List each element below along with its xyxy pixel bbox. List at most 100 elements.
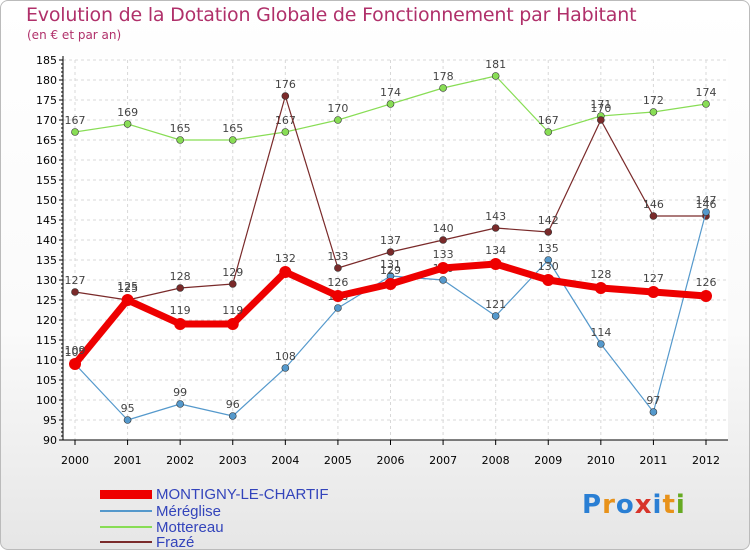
data-label-mottereau: 171 — [590, 98, 611, 111]
data-point-mottereau — [123, 120, 132, 128]
chart-subtitle: (en € et par an) — [27, 28, 122, 42]
y-tick-label: 95 — [43, 414, 57, 427]
data-point-mottereau — [702, 100, 710, 108]
data-point-montigny-le-chartif — [437, 262, 450, 274]
data-label-m-r-glise: 147 — [696, 194, 717, 207]
data-point-m-r-glise — [228, 412, 237, 420]
data-label-m-r-glise: 131 — [380, 258, 401, 271]
data-label-mottereau: 178 — [433, 70, 454, 83]
y-tick-label: 145 — [36, 214, 57, 227]
data-point-montigny-le-chartif — [121, 294, 134, 306]
y-tick-label: 130 — [36, 274, 57, 287]
data-label-mottereau: 172 — [643, 94, 664, 107]
logo-letter: t — [662, 490, 676, 520]
data-label-mottereau: 170 — [327, 102, 348, 115]
data-label-m-r-glise: 114 — [590, 326, 611, 339]
logo-letter: P — [582, 490, 603, 520]
data-label-mottereau: 165 — [170, 122, 191, 135]
data-point-fraz — [71, 288, 79, 296]
data-label-montigny-le-chartif: 128 — [590, 268, 611, 281]
data-label-fraz: 176 — [275, 78, 296, 91]
data-point-mottereau — [334, 116, 342, 124]
legend-label-fraze: Frazé — [156, 534, 195, 551]
plot-area — [63, 58, 728, 440]
data-label-fraz: 146 — [643, 198, 664, 211]
data-label-mottereau: 165 — [222, 122, 243, 135]
x-tick-label: 2006 — [377, 454, 405, 467]
data-label-mottereau: 167 — [65, 114, 86, 127]
data-label-fraz: 125 — [117, 282, 138, 295]
data-point-montigny-le-chartif — [279, 266, 292, 278]
y-tick-label: 90 — [43, 434, 57, 447]
data-point-montigny-le-chartif — [384, 278, 397, 290]
data-label-mottereau: 181 — [485, 58, 506, 71]
data-point-fraz — [334, 264, 342, 272]
data-point-m-r-glise — [334, 304, 342, 312]
data-point-mottereau — [439, 84, 447, 92]
proxiti-logo: Proxiti — [582, 490, 686, 520]
data-point-mottereau — [386, 100, 395, 108]
data-label-fraz: 127 — [65, 274, 86, 287]
data-point-m-r-glise — [649, 408, 658, 416]
x-tick-label: 2010 — [587, 454, 615, 467]
legend-swatch-montigny — [100, 490, 152, 499]
data-label-montigny-le-chartif: 134 — [485, 244, 506, 257]
data-label-fraz: 133 — [327, 250, 348, 263]
data-label-montigny-le-chartif: 119 — [222, 304, 243, 317]
legend-swatch-mottereau — [100, 526, 152, 528]
x-tick-label: 2012 — [692, 454, 720, 467]
data-label-m-r-glise: 135 — [538, 242, 559, 255]
legend-label-mereglise: Méréglise — [156, 503, 222, 520]
data-point-fraz — [176, 284, 184, 292]
data-point-fraz — [281, 92, 290, 100]
data-label-montigny-le-chartif: 126 — [696, 276, 717, 289]
data-label-fraz: 170 — [590, 102, 611, 115]
y-tick-label: 175 — [36, 94, 57, 107]
data-point-fraz — [228, 280, 237, 288]
data-label-mottereau: 167 — [275, 114, 296, 127]
data-label-fraz: 129 — [222, 266, 243, 279]
data-label-montigny-le-chartif: 109 — [65, 344, 86, 357]
data-point-montigny-le-chartif — [594, 282, 607, 294]
y-tick-label: 155 — [36, 174, 57, 187]
x-tick-label: 2000 — [61, 454, 89, 467]
logo-letter: i — [652, 490, 663, 520]
y-tick-label: 120 — [36, 314, 57, 327]
x-tick-label: 2004 — [271, 454, 299, 467]
logo-letter: r — [602, 490, 616, 520]
data-label-fraz: 146 — [696, 198, 717, 211]
logo-letter: o — [615, 490, 635, 520]
data-point-fraz — [491, 224, 500, 232]
y-tick-label: 135 — [36, 254, 57, 267]
data-label-fraz: 137 — [380, 234, 401, 247]
data-label-m-r-glise: 121 — [485, 298, 506, 311]
data-point-m-r-glise — [544, 256, 553, 264]
data-label-montigny-le-chartif: 119 — [170, 304, 191, 317]
data-label-m-r-glise: 108 — [275, 350, 296, 363]
data-point-m-r-glise — [597, 340, 605, 348]
data-point-montigny-le-chartif — [647, 286, 660, 298]
x-tick-label: 2008 — [482, 454, 510, 467]
data-point-fraz — [597, 116, 605, 124]
data-point-montigny-le-chartif — [700, 290, 712, 302]
y-tick-label: 125 — [36, 294, 57, 307]
y-tick-label: 115 — [36, 334, 57, 347]
x-tick-label: 2001 — [114, 454, 142, 467]
data-point-montigny-le-chartif — [226, 318, 239, 330]
legend-label-mottereau: Mottereau — [156, 519, 224, 536]
x-tick-label: 2011 — [639, 454, 667, 467]
data-point-m-r-glise — [439, 276, 447, 284]
data-point-fraz — [544, 228, 553, 236]
data-label-montigny-le-chartif: 133 — [433, 248, 454, 261]
data-point-fraz — [386, 248, 395, 256]
data-point-m-r-glise — [123, 416, 132, 424]
data-label-mottereau: 167 — [538, 114, 559, 127]
data-point-fraz — [649, 212, 658, 220]
logo-letter: i — [675, 490, 686, 520]
y-tick-label: 185 — [36, 54, 57, 67]
data-label-fraz: 128 — [170, 270, 191, 283]
data-point-m-r-glise — [491, 312, 500, 320]
data-label-mottereau: 174 — [380, 86, 401, 99]
logo-letter: x — [634, 490, 653, 520]
